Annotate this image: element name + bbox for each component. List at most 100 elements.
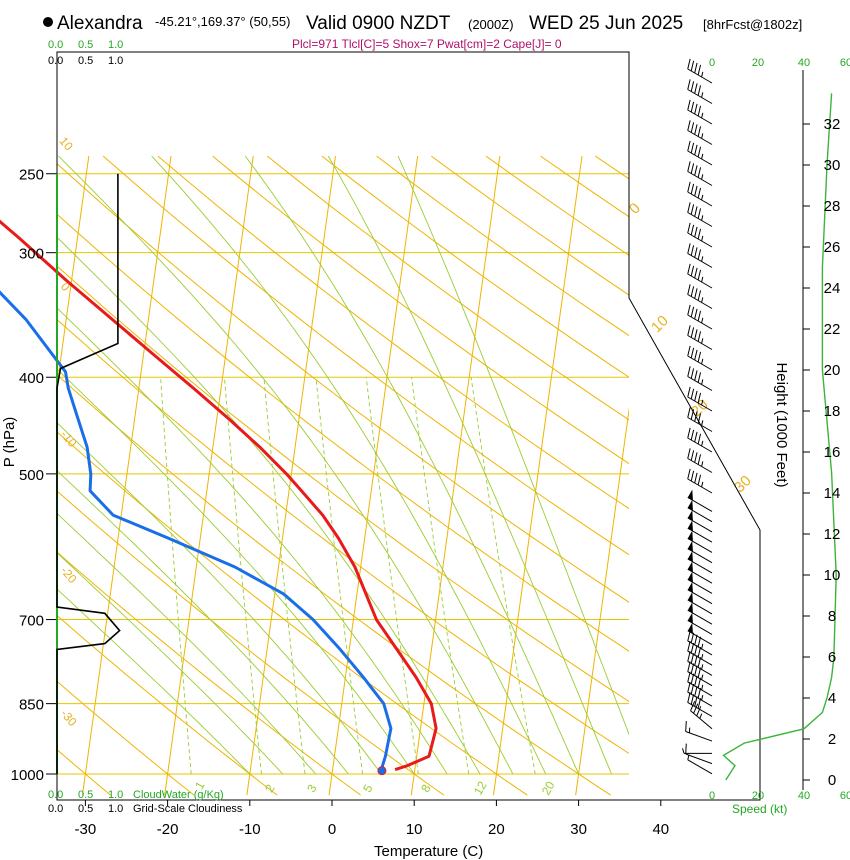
cloudiness-tick: 1.0 [108,55,123,67]
wind-speed-line [722,93,837,781]
wind-barb-staff [687,702,713,717]
wind-barb [687,681,713,707]
wind-barb-flag [697,657,702,668]
wind-barb-half-flag [701,92,704,98]
wind-barb-half-flag [701,420,704,426]
wind-barb-flag [687,304,691,316]
dry-adiabat [540,155,629,218]
wind-barb [687,630,713,656]
isotherm-label: -30 [58,707,80,730]
wind-barb-staff [687,650,713,666]
dry-adiabat [57,680,195,796]
wind-barb-flag [687,671,691,683]
dry-adiabat [57,749,111,796]
wind-barb-staff [687,640,713,656]
height-tick-label: 2 [828,731,836,748]
isotherm-line [164,155,254,796]
isotherm-label: 10 [56,134,76,153]
wind-barb-flag [690,204,695,215]
dry-adiabat [57,213,629,652]
wind-barb-flag [697,351,702,363]
wind-barb-staff [687,458,713,473]
wind-barb-staff [687,671,713,687]
dry-adiabat [212,155,629,465]
wind-barb [682,748,712,754]
cloudiness-tick: 0.5 [78,803,93,815]
pressure-tick-label: 250 [19,167,44,184]
wind-barb-flag [690,306,695,318]
temperature-line [0,219,438,772]
wind-barb-flag [697,85,702,96]
cloudiness-tick: 0.0 [48,803,63,815]
height-tick-label: 10 [824,567,841,584]
wind-barb-flag [690,142,695,154]
wind-barb-flag [697,392,702,404]
wind-barb-flag [685,743,687,755]
isotherm-line [57,155,90,390]
moist-adiabat [57,422,382,775]
dry-adiabat [595,155,629,180]
wind-barb-flag [694,696,698,707]
wind-barb-flag [687,468,691,480]
wind-barb-staff [685,753,713,765]
cloudiness-legend: Grid-Scale Cloudiness [133,803,243,815]
wind-barb-half-flag [701,71,704,78]
wind-barb-flag [694,655,698,666]
wind-barb-flag [687,640,691,652]
wind-barb-flag [690,347,695,359]
wind-barb [687,366,713,391]
isotherm-label: -20 [58,564,80,587]
sounding-series [0,219,438,776]
height-tick-label: 16 [824,444,841,461]
wind-barb-flag [697,372,702,383]
sounding-parameters: Plcl=971 Tlcl[C]=5 Shox=7 Pwat[cm]=2 Cap… [292,37,562,51]
wind-barb-staff [687,150,713,166]
wind-barb-half-flag [701,338,704,344]
height-axis-label: Height (1000 Feet) [773,362,790,487]
wind-barb-half-flag [699,713,703,719]
wind-barb-flag [694,665,698,676]
wind-barb-flag [690,700,696,711]
wind-barb [687,592,713,615]
wind-barb-flag [690,673,695,685]
wind-barb-flag [697,269,702,281]
wind-barb-flag [694,349,698,361]
wind-barb-flag [687,99,691,111]
wind-barb-flag [694,634,698,646]
wind-barb-half-flag [701,235,704,242]
wind-barb-half-flag [701,358,704,365]
height-tick-label: 20 [824,362,841,379]
wind-barb-half-flag [701,112,704,119]
isotherm-line [410,155,501,796]
moist-adiabat [57,368,415,775]
speed-tick: 20 [752,57,764,69]
wind-barb-flag [697,474,702,486]
wind-barb [687,120,713,145]
height-tick-label: 28 [824,198,841,215]
wind-barb-flag [697,249,702,260]
wind-barb-staff [687,130,713,145]
wind-barb-staff [687,355,713,371]
wind-barb-flag [690,683,695,695]
wind-barb-flag [690,81,695,92]
wind-barb-half-flag [701,256,704,262]
wind-barb-half-flag [682,748,685,754]
wind-barb-flag [690,450,695,461]
pressure-tick-label: 700 [19,613,44,630]
cloudwater-tick: 0.5 [78,39,93,51]
moist-adiabat [151,155,547,775]
speed-tick: 20 [752,790,764,802]
dry-adiabat [485,155,629,257]
wind-barb-flag [694,685,698,697]
wind-barb-flag [696,706,702,717]
wind-barb-staff [687,314,713,330]
temperature-tick-label: 40 [652,821,669,838]
wind-barb-flag [690,286,695,297]
wind-barb-half-flag [701,174,704,180]
wind-barb-flag [687,692,691,703]
moist-adiabat [327,155,612,775]
wind-barb-flag [690,163,695,174]
height-tick-label: 8 [828,608,836,625]
wind-barb-flag [694,103,698,115]
wind-barb-half-flag [701,317,704,324]
